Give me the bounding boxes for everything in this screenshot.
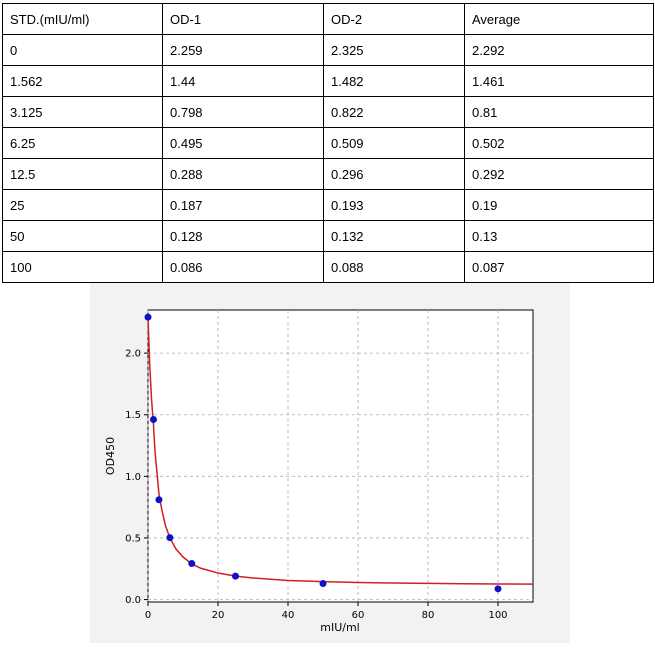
header-od1: OD-1 <box>162 3 324 35</box>
x-tick-label: 40 <box>282 610 295 621</box>
cell-od1: 0.288 <box>162 158 324 190</box>
cell-od2: 0.509 <box>323 127 465 159</box>
data-point <box>149 416 157 424</box>
y-axis-ticks: 0.0 0.5 1.0 1.5 2.0 <box>125 349 148 606</box>
header-od2: OD-2 <box>323 3 465 35</box>
cell-std: 1.562 <box>2 65 163 97</box>
cell-average: 1.461 <box>464 65 654 97</box>
x-tick-label: 60 <box>352 610 365 621</box>
table-row: 3.125 0.798 0.822 0.81 <box>2 96 654 128</box>
table-row: 0 2.259 2.325 2.292 <box>2 34 654 66</box>
table-header-row: STD.(mIU/ml) OD-1 OD-2 Average <box>2 3 654 35</box>
data-point <box>319 580 327 588</box>
data-point <box>166 534 174 542</box>
cell-od1: 0.086 <box>162 251 324 283</box>
cell-od1: 0.495 <box>162 127 324 159</box>
cell-average: 0.087 <box>464 251 654 283</box>
cell-average: 2.292 <box>464 34 654 66</box>
table-row: 50 0.128 0.132 0.13 <box>2 220 654 252</box>
cell-std: 50 <box>2 220 163 252</box>
cell-od2: 1.482 <box>323 65 465 97</box>
y-tick-label: 0.5 <box>125 533 141 544</box>
cell-average: 0.502 <box>464 127 654 159</box>
standard-curve-chart: 0 20 40 60 80 100 0.0 0.5 1.0 1.5 2.0 mIU/ml OD45… <box>104 309 534 634</box>
cell-std: 25 <box>2 189 163 221</box>
table-row: 12.5 0.288 0.296 0.292 <box>2 158 654 190</box>
cell-od1: 0.187 <box>162 189 324 221</box>
data-point <box>155 496 163 504</box>
table-row: 6.25 0.495 0.509 0.502 <box>2 127 654 159</box>
x-axis-ticks: 0 20 40 60 80 100 <box>145 602 508 621</box>
data-point <box>188 560 196 568</box>
cell-std: 6.25 <box>2 127 163 159</box>
cell-od1: 1.44 <box>162 65 324 97</box>
y-tick-label: 1.0 <box>125 472 141 483</box>
cell-od2: 0.296 <box>323 158 465 190</box>
table-row: 25 0.187 0.193 0.19 <box>2 189 654 221</box>
cell-od2: 2.325 <box>323 34 465 66</box>
data-point <box>232 572 239 580</box>
cell-std: 12.5 <box>2 158 163 190</box>
cell-average: 0.292 <box>464 158 654 190</box>
x-tick-label: 100 <box>488 610 507 621</box>
x-tick-label: 20 <box>212 610 225 621</box>
cell-std: 100 <box>2 251 163 283</box>
standard-table: STD.(mIU/ml) OD-1 OD-2 Average 0 2.259 2… <box>2 3 654 283</box>
cell-od1: 0.128 <box>162 220 324 252</box>
data-points <box>144 313 502 593</box>
cell-std: 0 <box>2 34 163 66</box>
cell-od1: 2.259 <box>162 34 324 66</box>
x-axis-label: mIU/ml <box>320 621 360 634</box>
cell-od2: 0.088 <box>323 251 465 283</box>
x-tick-label: 0 <box>145 610 151 621</box>
header-std: STD.(mIU/ml) <box>2 3 163 35</box>
grid <box>147 310 533 602</box>
header-average: Average <box>464 3 654 35</box>
cell-average: 0.81 <box>464 96 654 128</box>
y-tick-label: 1.5 <box>125 410 141 421</box>
table-row: 100 0.086 0.088 0.087 <box>2 251 654 283</box>
y-tick-label: 0.0 <box>125 595 141 606</box>
table-row: 1.562 1.44 1.482 1.461 <box>2 65 654 97</box>
y-axis-label: OD450 <box>104 437 117 475</box>
data-point <box>144 313 152 321</box>
fit-curve <box>147 317 534 585</box>
data-point <box>494 585 502 593</box>
cell-od2: 0.132 <box>323 220 465 252</box>
cell-od1: 0.798 <box>162 96 324 128</box>
cell-average: 0.19 <box>464 189 654 221</box>
cell-od2: 0.193 <box>323 189 465 221</box>
cell-od2: 0.822 <box>323 96 465 128</box>
standard-curve-figure: 0 20 40 60 80 100 0.0 0.5 1.0 1.5 2.0 mIU/ml OD45… <box>90 283 570 643</box>
cell-std: 3.125 <box>2 96 163 128</box>
y-tick-label: 2.0 <box>125 349 141 360</box>
plot-area <box>147 309 534 603</box>
cell-average: 0.13 <box>464 220 654 252</box>
x-tick-label: 80 <box>422 610 435 621</box>
